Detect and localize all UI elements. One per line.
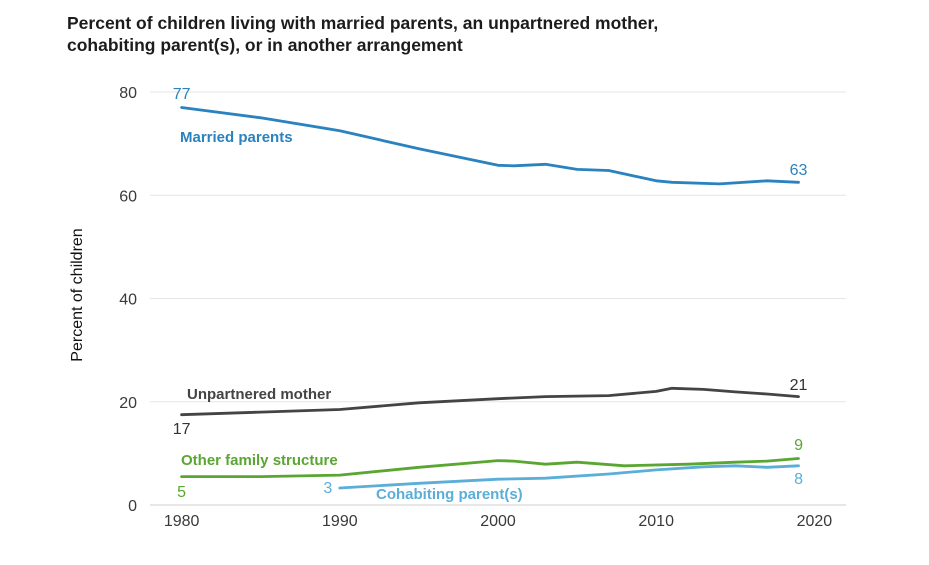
series-line-cohabiting-parent-s [338,464,800,490]
x-tick-label: 2020 [797,513,833,530]
series-name-cohabiting-parent-s: Cohabiting parent(s) [376,486,523,503]
y-tick-label: 0 [128,498,137,515]
y-tick-label: 20 [119,395,137,412]
gridlines [150,91,846,506]
chart-title-line-2: cohabiting parent(s), or in another arra… [67,35,463,55]
series-start-label-cohabiting-parent-s: 3 [323,480,332,497]
series-name-married-parents: Married parents [180,129,293,146]
series-end-label-married-parents: 63 [790,162,808,179]
series-end-label-unpartnered-mother: 21 [790,377,808,394]
series-end-label-other-family-structure: 9 [794,437,803,454]
chart-title-line-1: Percent of children living with married … [67,13,659,33]
x-tick-label: 2010 [638,513,674,530]
x-tick-label: 1990 [322,513,358,530]
series-name-unpartnered-mother: Unpartnered mother [187,386,331,403]
x-tick-label: 2000 [480,513,516,530]
series-start-label-other-family-structure: 5 [177,484,186,501]
series-lines [180,106,800,490]
series-start-label-married-parents: 77 [173,86,191,103]
x-tick-label: 1980 [164,513,200,530]
series-line-other-family-structure [180,457,800,478]
series-name-other-family-structure: Other family structure [181,452,338,469]
y-tick-label: 60 [119,188,137,205]
series-start-label-unpartnered-mother: 17 [173,421,191,438]
chart-title: Percent of children living with married … [67,12,907,56]
series-line-unpartnered-mother [180,386,800,417]
y-tick-label: 40 [119,292,137,309]
series-line-married-parents [180,106,800,186]
y-tick-label: 80 [119,85,137,102]
axis-ticks: 0 20 40 60 80 1980 1990 2000 2010 2020 [119,85,832,530]
series-labels: Married parents 77 63 Unpartnered mother 17 2… [173,86,808,503]
series-end-label-cohabiting-parent-s: 8 [794,471,803,488]
y-axis-label: Percent of children [69,228,86,361]
